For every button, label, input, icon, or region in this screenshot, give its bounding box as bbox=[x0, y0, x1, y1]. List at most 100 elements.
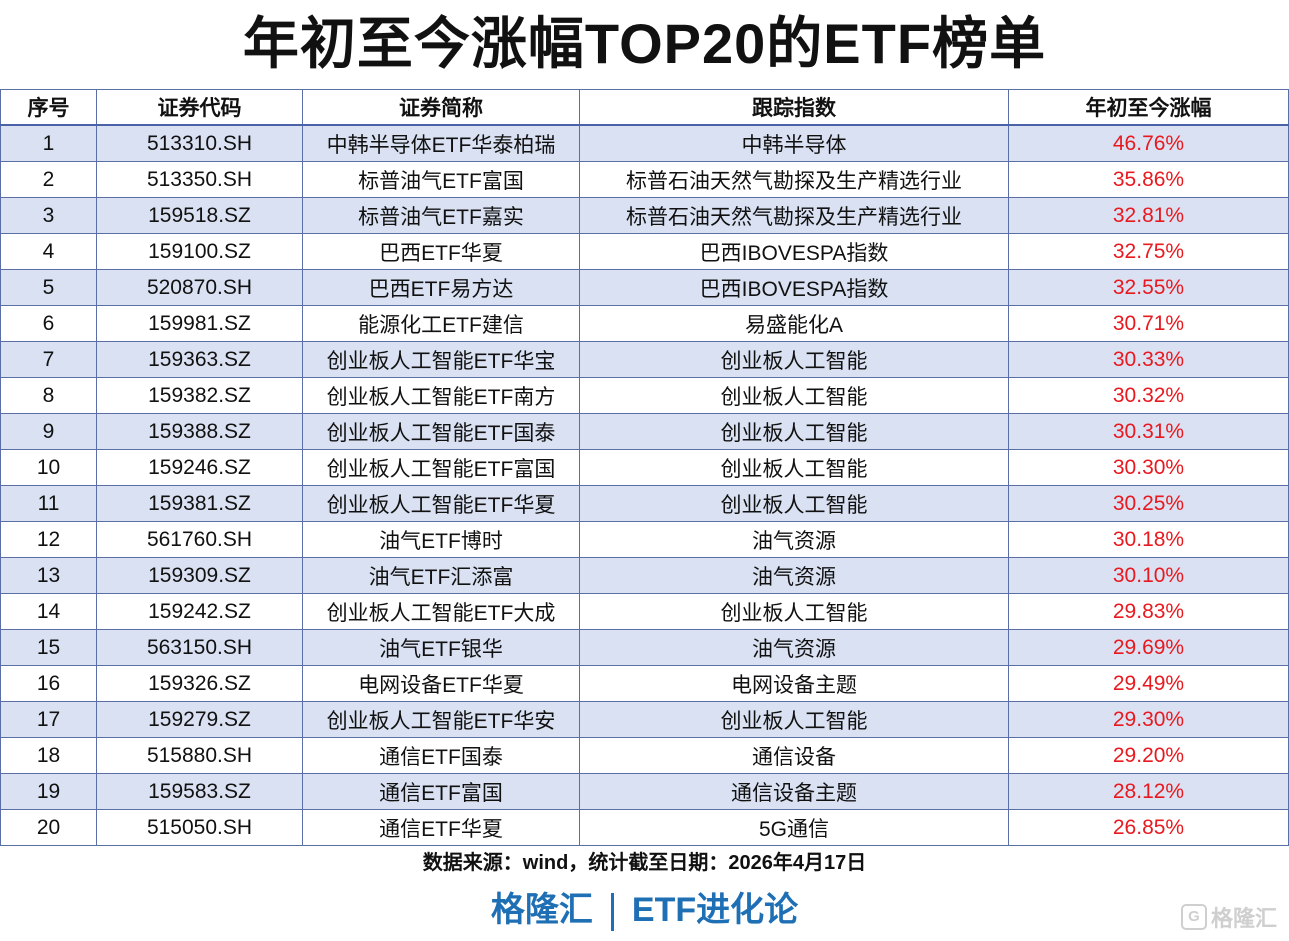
table-body: 1 513310.SH 中韩半导体ETF华泰柏瑞 中韩半导体 46.76% 2 513350… bbox=[0, 124, 1289, 846]
watermark: G 格隆汇 bbox=[1180, 901, 1277, 933]
cell-rank: 18 bbox=[0, 737, 97, 774]
cell-code: 159363.SZ bbox=[96, 341, 303, 378]
cell-ytd-gain: 30.32% bbox=[1008, 377, 1289, 414]
table-row: 16 159326.SZ 电网设备ETF华夏 电网设备主题 29.49% bbox=[0, 665, 1289, 702]
header-code: 证券代码 bbox=[96, 89, 303, 126]
cell-name: 创业板人工智能ETF富国 bbox=[302, 449, 580, 486]
cell-name: 标普油气ETF嘉实 bbox=[302, 197, 580, 234]
cell-index: 油气资源 bbox=[579, 521, 1009, 558]
brand-name: 格隆汇 bbox=[490, 891, 593, 929]
table-row: 19 159583.SZ 通信ETF富国 通信设备主题 28.12% bbox=[0, 773, 1289, 810]
cell-rank: 7 bbox=[0, 341, 97, 378]
cell-ytd-gain: 28.12% bbox=[1008, 773, 1289, 810]
cell-code: 561760.SH bbox=[96, 521, 303, 558]
cell-name: 标普油气ETF富国 bbox=[302, 161, 580, 198]
cell-ytd-gain: 32.81% bbox=[1008, 197, 1289, 234]
table-row: 12 561760.SH 油气ETF博时 油气资源 30.18% bbox=[0, 521, 1289, 558]
column-name: ETF进化论 bbox=[631, 891, 799, 929]
cell-rank: 16 bbox=[0, 665, 97, 702]
cell-rank: 13 bbox=[0, 557, 97, 594]
cell-rank: 11 bbox=[0, 485, 97, 522]
cell-ytd-gain: 29.69% bbox=[1008, 629, 1289, 666]
cell-index: 通信设备 bbox=[579, 737, 1009, 774]
table-row: 15 563150.SH 油气ETF银华 油气资源 29.69% bbox=[0, 629, 1289, 666]
cell-name: 油气ETF汇添富 bbox=[302, 557, 580, 594]
cell-index: 巴西IBOVESPA指数 bbox=[579, 269, 1009, 306]
cell-name: 创业板人工智能ETF南方 bbox=[302, 377, 580, 414]
cell-name: 巴西ETF华夏 bbox=[302, 233, 580, 270]
cell-index: 标普石油天然气勘探及生产精选行业 bbox=[579, 197, 1009, 234]
data-source-note: 数据来源：wind，统计截至日期：2026年4月17日 bbox=[422, 852, 867, 874]
table-row: 2 513350.SH 标普油气ETF富国 标普石油天然气勘探及生产精选行业 35.86… bbox=[0, 161, 1289, 198]
cell-rank: 3 bbox=[0, 197, 97, 234]
cell-name: 油气ETF博时 bbox=[302, 521, 580, 558]
table-row: 3 159518.SZ 标普油气ETF嘉实 标普石油天然气勘探及生产精选行业 32.81… bbox=[0, 197, 1289, 234]
cell-ytd-gain: 30.10% bbox=[1008, 557, 1289, 594]
cell-ytd-gain: 30.18% bbox=[1008, 521, 1289, 558]
cell-name: 创业板人工智能ETF国泰 bbox=[302, 413, 580, 450]
cell-index: 创业板人工智能 bbox=[579, 701, 1009, 738]
cell-ytd-gain: 32.75% bbox=[1008, 233, 1289, 270]
cell-index: 电网设备主题 bbox=[579, 665, 1009, 702]
cell-index: 创业板人工智能 bbox=[579, 341, 1009, 378]
cell-rank: 12 bbox=[0, 521, 97, 558]
glh-logo-icon: G bbox=[1180, 904, 1207, 930]
table-row: 20 515050.SH 通信ETF华夏 5G通信 26.85% bbox=[0, 809, 1289, 846]
cell-index: 创业板人工智能 bbox=[579, 485, 1009, 522]
cell-ytd-gain: 46.76% bbox=[1008, 124, 1289, 162]
table-row: 7 159363.SZ 创业板人工智能ETF华宝 创业板人工智能 30.33% bbox=[0, 341, 1289, 378]
cell-code: 513350.SH bbox=[96, 161, 303, 198]
cell-code: 159246.SZ bbox=[96, 449, 303, 486]
cell-name: 油气ETF银华 bbox=[302, 629, 580, 666]
cell-index: 巴西IBOVESPA指数 bbox=[579, 233, 1009, 270]
table-row: 13 159309.SZ 油气ETF汇添富 油气资源 30.10% bbox=[0, 557, 1289, 594]
cell-rank: 20 bbox=[0, 809, 97, 846]
cell-rank: 6 bbox=[0, 305, 97, 342]
table-row: 17 159279.SZ 创业板人工智能ETF华安 创业板人工智能 29.30% bbox=[0, 701, 1289, 738]
table-row: 1 513310.SH 中韩半导体ETF华泰柏瑞 中韩半导体 46.76% bbox=[0, 124, 1289, 162]
cell-rank: 4 bbox=[0, 233, 97, 270]
header-index: 跟踪指数 bbox=[579, 89, 1009, 126]
cell-ytd-gain: 30.71% bbox=[1008, 305, 1289, 342]
cell-ytd-gain: 26.85% bbox=[1008, 809, 1289, 846]
cell-ytd-gain: 35.86% bbox=[1008, 161, 1289, 198]
cell-code: 159583.SZ bbox=[96, 773, 303, 810]
cell-ytd-gain: 30.31% bbox=[1008, 413, 1289, 450]
cell-index: 油气资源 bbox=[579, 557, 1009, 594]
cell-ytd-gain: 30.25% bbox=[1008, 485, 1289, 522]
cell-index: 中韩半导体 bbox=[579, 124, 1009, 162]
cell-name: 通信ETF华夏 bbox=[302, 809, 580, 846]
cell-ytd-gain: 29.30% bbox=[1008, 701, 1289, 738]
cell-index: 创业板人工智能 bbox=[579, 413, 1009, 450]
table-row: 4 159100.SZ 巴西ETF华夏 巴西IBOVESPA指数 32.75% bbox=[0, 233, 1289, 270]
cell-code: 159381.SZ bbox=[96, 485, 303, 522]
cell-ytd-gain: 29.20% bbox=[1008, 737, 1289, 774]
cell-rank: 5 bbox=[0, 269, 97, 306]
header-ytd-gain: 年初至今涨幅 bbox=[1008, 89, 1289, 126]
cell-code: 159382.SZ bbox=[96, 377, 303, 414]
cell-code: 515050.SH bbox=[96, 809, 303, 846]
cell-index: 创业板人工智能 bbox=[579, 377, 1009, 414]
cell-ytd-gain: 29.49% bbox=[1008, 665, 1289, 702]
cell-code: 159100.SZ bbox=[96, 233, 303, 270]
cell-code: 159518.SZ bbox=[96, 197, 303, 234]
cell-rank: 15 bbox=[0, 629, 97, 666]
cell-rank: 2 bbox=[0, 161, 97, 198]
cell-code: 159309.SZ bbox=[96, 557, 303, 594]
cell-name: 通信ETF富国 bbox=[302, 773, 580, 810]
header-rank: 序号 bbox=[0, 89, 97, 126]
cell-code: 520870.SH bbox=[96, 269, 303, 306]
cell-index: 油气资源 bbox=[579, 629, 1009, 666]
watermark-text: 格隆汇 bbox=[1210, 906, 1277, 931]
cell-ytd-gain: 30.30% bbox=[1008, 449, 1289, 486]
cell-rank: 9 bbox=[0, 413, 97, 450]
cell-code: 159326.SZ bbox=[96, 665, 303, 702]
cell-name: 创业板人工智能ETF大成 bbox=[302, 593, 580, 630]
cell-ytd-gain: 29.83% bbox=[1008, 593, 1289, 630]
cell-code: 159242.SZ bbox=[96, 593, 303, 630]
cell-rank: 10 bbox=[0, 449, 97, 486]
cell-rank: 1 bbox=[0, 124, 97, 162]
cell-rank: 19 bbox=[0, 773, 97, 810]
cell-ytd-gain: 32.55% bbox=[1008, 269, 1289, 306]
table-row: 10 159246.SZ 创业板人工智能ETF富国 创业板人工智能 30.30% bbox=[0, 449, 1289, 486]
